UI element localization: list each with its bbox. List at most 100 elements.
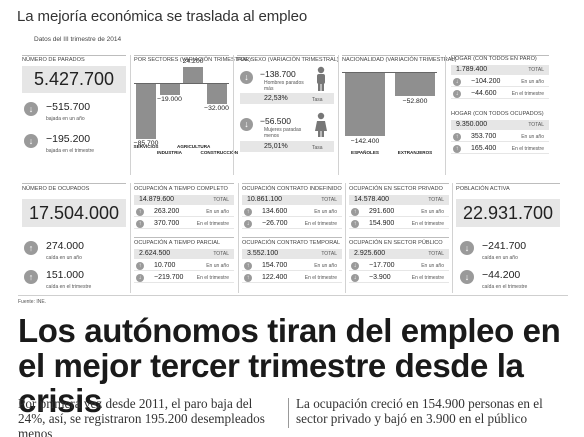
table-row-caption: En el trimestre [304, 275, 337, 281]
table-row-caption: En el trimestre [304, 221, 337, 227]
arrow-down-icon: ↓ [24, 134, 38, 148]
source-note: Fuente: INE. [18, 299, 47, 305]
women-rate: 25,01% [264, 143, 288, 150]
arrow-down-icon: ↓ [136, 274, 144, 282]
sector-value-label: −32.000 [204, 104, 229, 112]
ocupados-total: 17.504.000 [22, 199, 126, 227]
table-row-value: 291.600 [369, 208, 395, 215]
small-table-label: OCUPACIÓN A TIEMPO COMPLETO [134, 186, 228, 192]
deck-left: Por primera vez desde 2011, el paro baja… [18, 396, 265, 437]
table-row: ↑ 134.600 En un año [242, 207, 342, 217]
parados-quarter-value: −195.200 [46, 133, 91, 145]
table-row-value: −104.200 [471, 78, 501, 85]
table-row: ↓ −104.200 En un año [451, 77, 549, 87]
table-row-value: −219.700 [154, 274, 184, 281]
nacionalidad-chart: −142.400 ESPAÑOLES −52.800 EXTRANJEROS [342, 66, 440, 161]
table-row: ↑ 10.700 En un año [134, 261, 234, 271]
divider [242, 237, 342, 238]
nacionalidad-label: NACIONALIDAD (variación trimestral) [342, 57, 457, 63]
divider [445, 55, 446, 175]
arrow-up-icon: ↑ [136, 208, 144, 216]
table-row-value: 263.200 [154, 208, 180, 215]
arrow-down-icon: ↓ [460, 241, 474, 255]
divider [134, 237, 234, 238]
table-row-caption: En un año [521, 134, 544, 140]
table-total-value: 2.925.600 [354, 250, 386, 257]
divider [242, 183, 342, 184]
table-row-value: 165.400 [471, 145, 497, 152]
table-row: ↑ 122.400 En el trimestre [242, 273, 342, 283]
divider [349, 237, 449, 238]
nacionalidad-value-label: −142.400 [350, 138, 380, 145]
table-total-value: 10.861.100 [247, 196, 283, 203]
table-total-value: 3.552.100 [247, 250, 279, 257]
divider [233, 55, 234, 175]
table-total-row: 2.925.600 TOTAL [349, 249, 449, 259]
arrow-down-icon: ↓ [453, 78, 461, 86]
arrow-up-icon: ↑ [136, 262, 144, 270]
ocupados-quarter-caption: caída en el trimestre [46, 284, 92, 290]
table-total-label: TOTAL [321, 251, 337, 257]
sector-value-label: −85.700 [133, 140, 159, 147]
arrow-down-icon: ↓ [24, 102, 38, 116]
divider [130, 183, 131, 293]
parados-year-caption: bajada en un año [46, 116, 85, 122]
divider [238, 183, 239, 293]
table-row-caption: En el trimestre [511, 146, 544, 152]
small-table-label: OCUPACIÓN EN SECTOR PRIVADO [349, 186, 443, 192]
table-total-value: 14.879.600 [139, 196, 175, 203]
sector-category-label: AGRICULTURA [177, 144, 211, 149]
arrow-up-icon: ↑ [351, 220, 359, 228]
table-row: ↑ 370.700 En el trimestre [134, 219, 234, 229]
nacionalidad-bar [395, 72, 435, 96]
table-total-row: 14.879.600 TOTAL [134, 195, 234, 205]
arrow-down-icon: ↓ [351, 262, 359, 270]
men-caption: Hombres parados más [264, 80, 304, 92]
women-rate-label: Tasa [312, 145, 323, 151]
headline: Los autónomos tiran del empleo en el mej… [18, 312, 561, 419]
small-table-label: OCUPACIÓN A TIEMPO PARCIAL [134, 240, 221, 246]
arrow-down-icon: ↓ [453, 90, 461, 98]
table-row-value: 134.600 [262, 208, 288, 215]
sectores-label: POR SECTORES (variación trimestral) [134, 57, 251, 63]
table-row-caption: En un año [314, 209, 337, 215]
divider [22, 55, 126, 56]
activa-total: 22.931.700 [456, 199, 560, 227]
divider [456, 183, 560, 184]
activa-label: POBLACIÓN ACTIVA [456, 186, 510, 192]
sector-value-label: −19.000 [157, 96, 182, 104]
table-row-caption: En un año [421, 263, 444, 269]
divider [22, 183, 126, 184]
table-row: ↑ 353.700 En un año [451, 132, 549, 142]
table-row-caption: En el trimestre [411, 275, 444, 281]
arrow-up-icon: ↑ [351, 208, 359, 216]
table-total-label: TOTAL [528, 67, 544, 73]
table-row: ↓ −44.600 En el trimestre [451, 89, 549, 99]
divider [134, 55, 229, 56]
table-row-value: 154.900 [369, 220, 395, 227]
ocupados-year-caption: caída en un año [46, 255, 82, 261]
table-total-row: 10.861.100 TOTAL [242, 195, 342, 205]
table-row: ↓ −219.700 En el trimestre [134, 273, 234, 283]
table-row: ↑ 165.400 En el trimestre [451, 144, 549, 154]
divider [338, 55, 339, 175]
table-row-caption: En un año [206, 209, 229, 215]
table-total-row: 1.789.400 TOTAL [451, 65, 549, 75]
arrow-up-icon: ↑ [453, 145, 461, 153]
woman-icon [315, 112, 327, 137]
parados-total: 5.427.700 [22, 66, 126, 93]
women-value: −56.500 [260, 116, 291, 126]
women-rate-box [240, 141, 334, 152]
table-total-label: TOTAL [213, 197, 229, 203]
table-row: ↓ −3.900 En el trimestre [349, 273, 449, 283]
men-value: −138.700 [260, 69, 296, 79]
table-row-caption: En el trimestre [511, 91, 544, 97]
graphic-title: La mejoría económica se traslada al empl… [17, 8, 308, 25]
divider [18, 295, 568, 296]
table-row: ↓ −17.700 En un año [349, 261, 449, 271]
arrow-up-icon: ↑ [136, 220, 144, 228]
table-row-value: 122.400 [262, 274, 288, 281]
zero-line [134, 83, 229, 84]
table-row-value: 370.700 [154, 220, 180, 227]
arrow-up-icon: ↑ [24, 241, 38, 255]
